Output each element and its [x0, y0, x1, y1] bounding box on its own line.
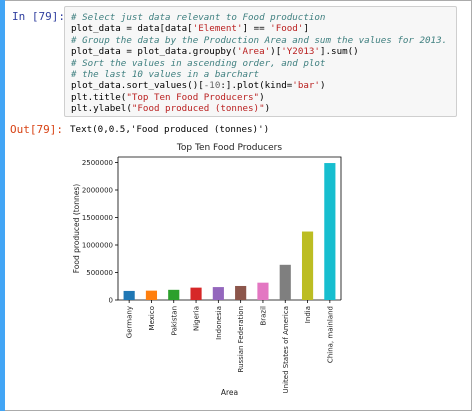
code-token: -10 — [203, 80, 221, 92]
code-line: # the last 10 values in a barchart — [71, 69, 259, 80]
code-line: plt.title("Top Ten Food Producers") — [71, 92, 265, 103]
code-line: # Select just data relevant to Food prod… — [71, 12, 325, 23]
bar — [235, 285, 247, 300]
bar — [190, 287, 202, 300]
code-line: plot_data = data[data['Element'] == 'Foo… — [71, 23, 309, 34]
bar — [279, 264, 291, 300]
output-text: Text(0,0.5,'Food produced (tonnes)') — [70, 124, 270, 135]
code-token: plt.title( — [71, 91, 127, 103]
code-token: plot_data = data[data[ — [71, 23, 193, 35]
bar — [212, 287, 224, 300]
output-prompt: Out[79]: — [10, 123, 63, 136]
code-token: "Food produced (tonnes)" — [131, 103, 265, 115]
y-tick-label: 500000 — [86, 269, 113, 277]
code-token: :].plot(kind= — [220, 80, 293, 92]
bar — [145, 290, 158, 300]
x-tick-label: Mexico — [148, 306, 156, 330]
code-token: ] — [303, 23, 309, 35]
x-tick-label: United States of America — [282, 306, 290, 393]
y-tick-label: 2000000 — [82, 187, 113, 195]
bar — [257, 282, 269, 300]
code-token: "Top Ten Food Producers" — [126, 91, 260, 103]
x-tick-label: China, mainland — [326, 306, 334, 363]
code-line: plt.ylabel("Food produced (tonnes)") — [71, 103, 270, 114]
chart-title: Top Ten Food Producers — [176, 143, 282, 153]
x-tick-label: Nigeria — [193, 306, 201, 331]
code-token: 'Area' — [236, 46, 271, 58]
code-token: ) — [264, 103, 271, 115]
code-line: plot_data.sort_values()[-10:].plot(kind=… — [71, 80, 326, 91]
x-tick-label: Germany — [126, 306, 134, 338]
x-tick-label: Russian Federation — [237, 306, 245, 372]
code-token: 'Food' — [270, 23, 304, 35]
bar — [168, 289, 180, 300]
code-token: 'Element' — [192, 23, 243, 35]
x-tick-label: Brazil — [259, 306, 267, 326]
y-axis-label: Food produced (tonnes) — [72, 184, 81, 274]
code-token: 'Y2013' — [281, 46, 320, 58]
code-token: plot_data = plot_data.groupby( — [71, 46, 237, 58]
code-token: ) — [319, 80, 326, 92]
bar — [301, 231, 314, 300]
code-token: ) — [259, 91, 265, 103]
axes-frame — [118, 156, 342, 300]
code-token: )[ — [270, 46, 282, 58]
code-line: plot_data = plot_data.groupby('Area')['Y… — [71, 46, 359, 57]
code-token: # the last 10 values in a barchart — [71, 69, 260, 80]
code-token: # Group the data by the Production Area … — [71, 34, 448, 46]
code-token: ] == — [242, 23, 271, 35]
y-tick-label: 1500000 — [82, 214, 113, 222]
code-token: # Sort the values in ascending order, an… — [71, 57, 326, 69]
code-token: plot_data.sort_values()[ — [71, 80, 204, 92]
bar — [324, 163, 336, 300]
x-axis-label: Area — [221, 388, 238, 397]
cell-selection-indicator — [0, 0, 5, 411]
code-token: 'bar' — [292, 80, 320, 92]
bar — [123, 290, 135, 300]
code-token: plt.ylabel( — [71, 103, 132, 115]
code-line: # Group the data by the Production Area … — [71, 35, 447, 46]
code-editor[interactable]: # Select just data relevant to Food prod… — [64, 6, 457, 117]
y-tick-label: 0 — [109, 297, 113, 305]
input-prompt: In [79]: — [12, 10, 65, 23]
bar-chart: Top Ten Food Producers 0 500000 1000000 150… — [72, 143, 342, 397]
x-tick-label: Indonesia — [215, 306, 223, 340]
code-line: # Sort the values in ascending order, an… — [71, 58, 325, 69]
x-tick-label: India — [304, 306, 312, 323]
code-token: ].sum() — [319, 46, 359, 58]
x-tick-label: Pakistan — [170, 306, 178, 335]
y-tick-label: 2500000 — [82, 159, 113, 167]
y-tick-label: 1000000 — [82, 242, 113, 250]
code-token: # Select just data relevant to Food prod… — [71, 12, 326, 23]
